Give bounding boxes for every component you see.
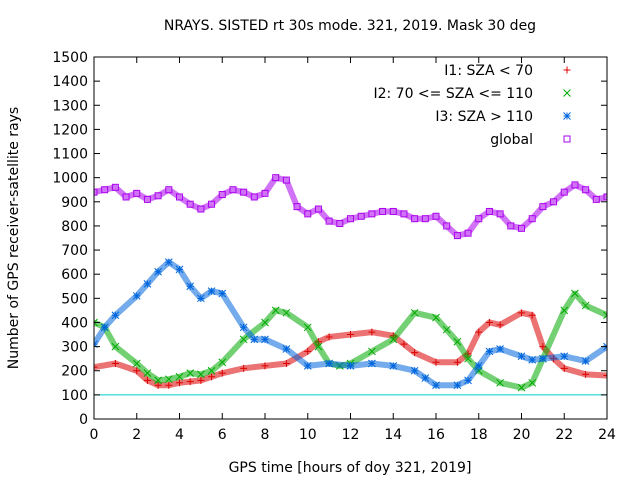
y-tick-label: 800 (61, 219, 88, 235)
x-axis: 0 2 4 6 8 10 12 14 16 18 20 22 24 (90, 57, 616, 443)
x-tick-label: 14 (384, 427, 402, 443)
y-tick-label: 400 (61, 315, 88, 331)
series-trace (94, 259, 607, 389)
x-tick-label: 0 (90, 427, 99, 443)
x-axis-label: GPS time [hours of doy 321, 2019] (229, 460, 472, 476)
chart-title: NRAYS. SISTED rt 30s mode. 321, 2019. Ma… (164, 18, 536, 34)
series-trace (94, 290, 607, 391)
y-tick-label: 900 (61, 195, 88, 211)
y-tick-label: 1100 (52, 147, 88, 163)
legend: I1: SZA < 70 I2: 70 <= SZA <= 110 I3: SZA … (373, 63, 571, 148)
legend-label: I2: 70 <= SZA <= 110 (373, 86, 533, 102)
x-tick-label: 8 (261, 427, 270, 443)
legend-marker (563, 135, 571, 143)
legend-label: global (490, 132, 533, 148)
y-tick-label: 200 (61, 364, 88, 380)
x-tick-label: 22 (555, 427, 573, 443)
x-tick-label: 2 (132, 427, 141, 443)
series-i3-sza-110 (94, 258, 607, 390)
series-trace (94, 174, 607, 239)
x-tick-label: 6 (218, 427, 227, 443)
y-tick-label: 0 (79, 412, 88, 428)
y-tick-label: 1400 (52, 74, 88, 90)
series-trace (94, 309, 607, 389)
series-i2-70-sza-110 (94, 289, 607, 392)
legend-label: I3: SZA > 110 (435, 109, 533, 125)
x-tick-label: 16 (427, 427, 445, 443)
x-tick-label: 24 (598, 427, 616, 443)
y-tick-label: 1200 (52, 122, 88, 138)
legend-marker (563, 112, 571, 120)
y-tick-label: 1000 (52, 171, 88, 187)
x-tick-label: 10 (299, 427, 317, 443)
legend-marker (563, 89, 571, 97)
series-global (94, 174, 607, 240)
y-tick-label: 1500 (52, 50, 88, 66)
y-tick-label: 700 (61, 243, 88, 259)
x-tick-label: 4 (175, 427, 184, 443)
x-tick-label: 20 (513, 427, 531, 443)
y-tick-label: 100 (61, 388, 88, 404)
y-tick-label: 1300 (52, 98, 88, 114)
legend-label: I1: SZA < 70 (444, 63, 533, 79)
legend-marker (563, 66, 571, 74)
x-tick-label: 12 (342, 427, 360, 443)
y-axis-label: Number of GPS receiver-satellite rays (6, 107, 22, 369)
y-tick-label: 500 (61, 291, 88, 307)
y-tick-label: 300 (61, 340, 88, 356)
y-axis: 0 100 200 300 400 500 600 700 800 900 1000 1100 1200… (52, 50, 607, 428)
x-tick-label: 18 (470, 427, 488, 443)
y-tick-label: 600 (61, 267, 88, 283)
